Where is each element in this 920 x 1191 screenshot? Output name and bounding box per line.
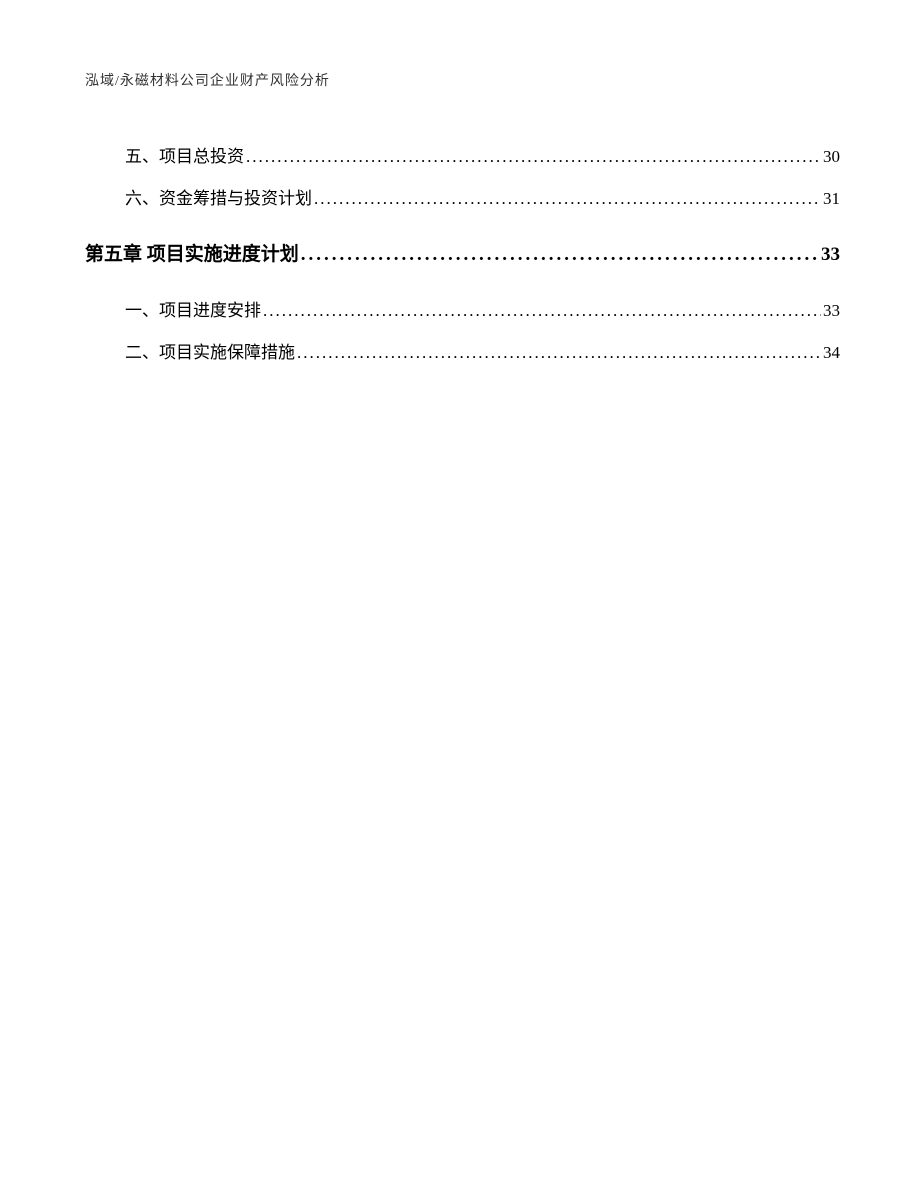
header-text: 泓域/永磁材料公司企业财产风险分析: [85, 74, 330, 89]
table-of-contents: 五、项目总投资 30 六、资金筹措与投资计划 31 第五章 项目实施进度计划 3…: [85, 140, 840, 370]
toc-page-number: 33: [823, 294, 840, 328]
toc-dots: [261, 294, 823, 328]
toc-page-number: 31: [823, 182, 840, 216]
toc-label: 二、项目实施保障措施: [125, 336, 295, 370]
document-page: 泓域/永磁材料公司企业财产风险分析 五、项目总投资 30 六、资金筹措与投资计划…: [0, 0, 920, 1191]
toc-dots: [295, 336, 823, 370]
toc-chapter-label: 第五章 项目实施进度计划: [85, 234, 299, 276]
toc-entry: 一、项目进度安排 33: [85, 294, 840, 328]
page-header: 泓域/永磁材料公司企业财产风险分析: [85, 70, 840, 90]
toc-dots: [299, 234, 821, 276]
toc-entry: 五、项目总投资 30: [85, 140, 840, 174]
toc-label: 五、项目总投资: [125, 140, 244, 174]
toc-chapter-entry: 第五章 项目实施进度计划 33: [85, 234, 840, 276]
toc-page-number: 30: [823, 140, 840, 174]
toc-dots: [312, 182, 823, 216]
toc-page-number: 33: [821, 234, 840, 276]
toc-label: 一、项目进度安排: [125, 294, 261, 328]
toc-page-number: 34: [823, 336, 840, 370]
toc-entry: 六、资金筹措与投资计划 31: [85, 182, 840, 216]
toc-dots: [244, 140, 823, 174]
toc-entry: 二、项目实施保障措施 34: [85, 336, 840, 370]
toc-label: 六、资金筹措与投资计划: [125, 182, 312, 216]
